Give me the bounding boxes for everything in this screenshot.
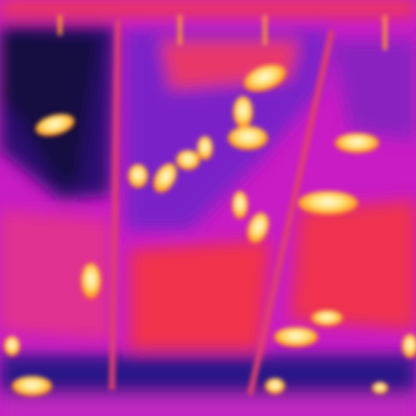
- cool-region: [330, 40, 416, 140]
- animal: [372, 382, 388, 394]
- animal: [247, 212, 269, 244]
- animal: [12, 376, 52, 396]
- warm-region: [0, 210, 110, 340]
- animal: [4, 336, 20, 356]
- animal: [81, 263, 101, 299]
- animal: [128, 164, 148, 188]
- animals: [4, 64, 416, 396]
- animal: [311, 310, 343, 326]
- animal: [232, 191, 248, 219]
- animal: [274, 327, 318, 347]
- animal: [35, 114, 75, 136]
- warm-region: [290, 200, 416, 330]
- cold-band: [0, 355, 416, 395]
- animal: [233, 96, 253, 128]
- warm-region: [130, 240, 270, 350]
- animal: [243, 64, 287, 92]
- divider: [247, 29, 335, 396]
- cold-region: [0, 30, 100, 190]
- top-strip: [0, 0, 416, 16]
- animal: [298, 191, 358, 215]
- animal: [153, 163, 177, 193]
- animal: [228, 126, 268, 150]
- animal: [265, 378, 285, 394]
- animal: [402, 334, 416, 358]
- divider: [109, 19, 121, 391]
- pen-dividers: [58, 15, 387, 396]
- animal: [197, 136, 213, 160]
- animal: [176, 150, 200, 170]
- bottom-strip: [0, 395, 416, 416]
- post: [58, 15, 387, 50]
- animal: [335, 133, 379, 153]
